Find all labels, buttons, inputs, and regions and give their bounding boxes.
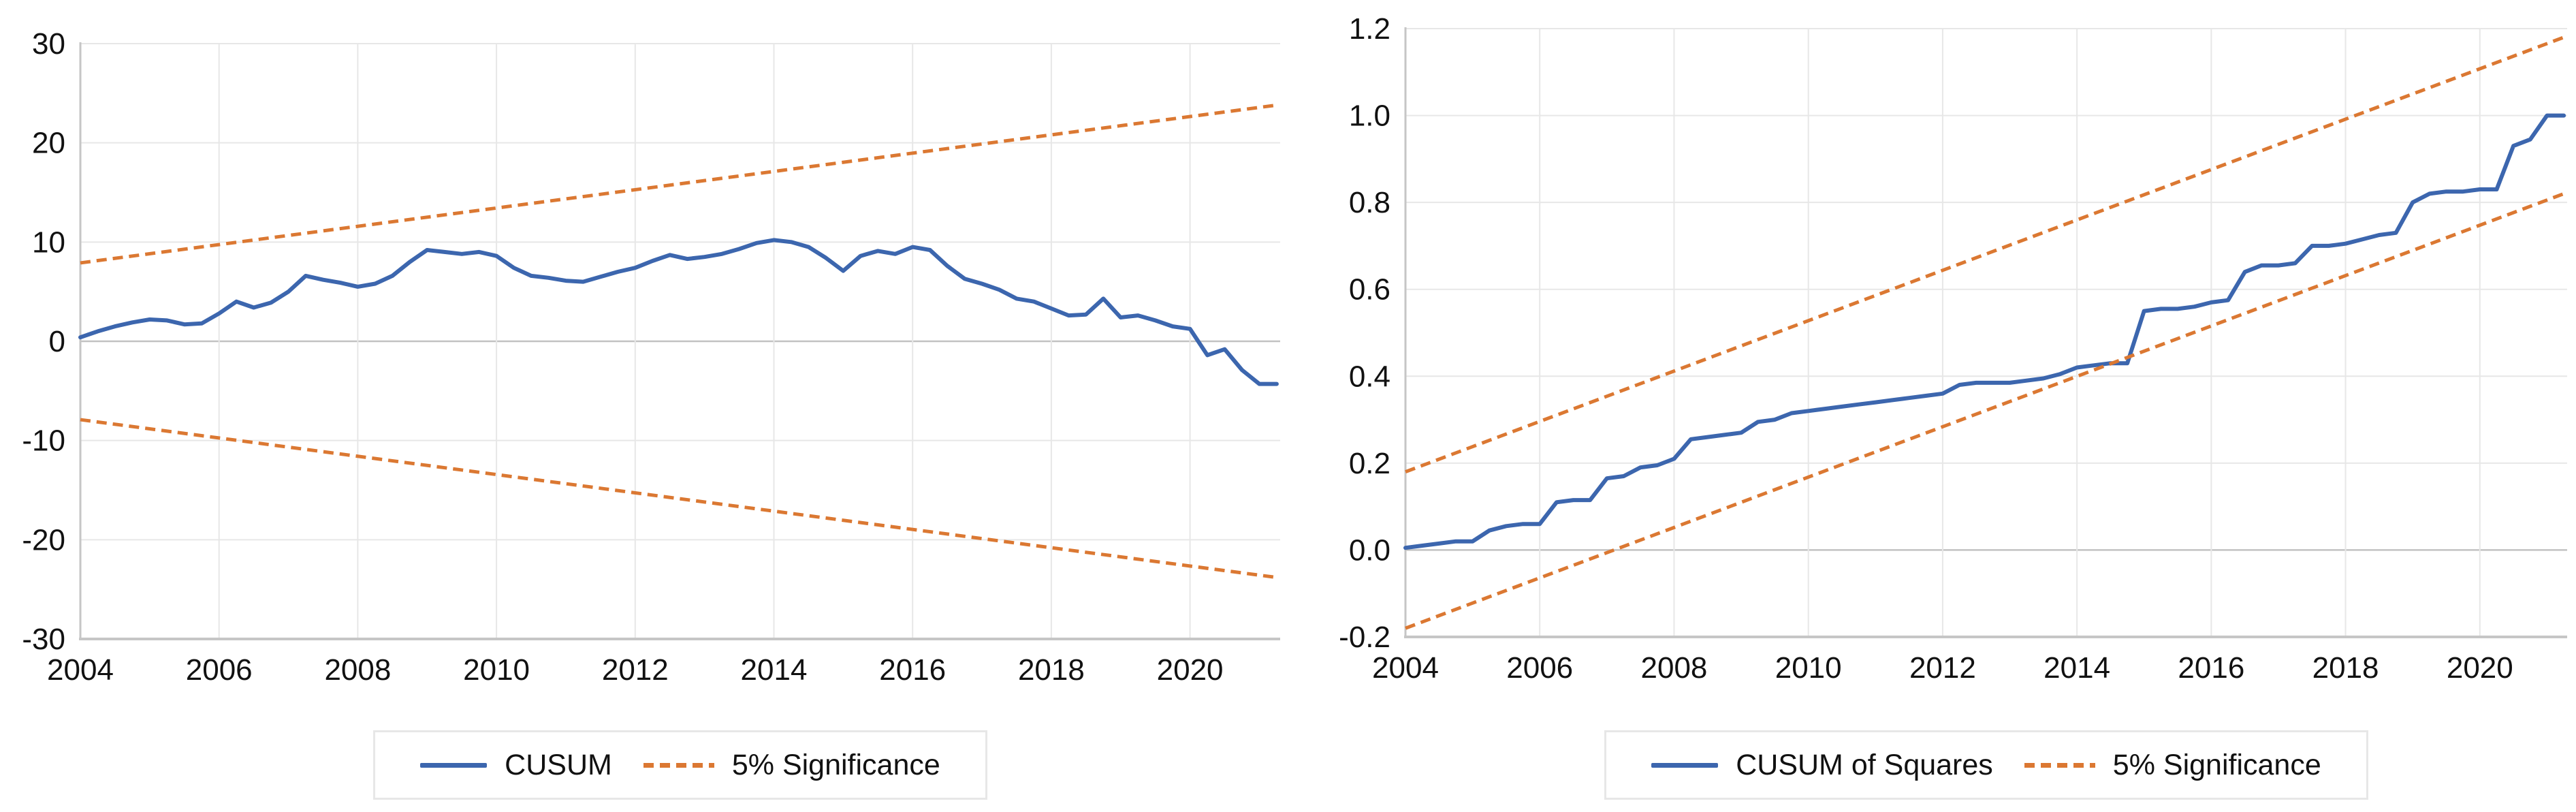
y-tick-label: 0.4 — [1349, 360, 1390, 393]
x-tick-label: 2012 — [1909, 651, 1976, 685]
legend-label: 5% Significance — [2112, 748, 2321, 781]
legend-row: CUSUM of Squares 5% Significance — [1405, 730, 2567, 800]
significance-band-lower — [80, 418, 1277, 580]
cusum-of-squares-chart: 1.2 1.0 0.8 0.6 0.4 0.2 0.0 -0.2 2004 2006 2008 201… — [1288, 0, 2576, 812]
x-tick-label: 2014 — [2044, 651, 2110, 685]
x-tick-label: 2016 — [879, 653, 946, 687]
y-tick-label: 30 — [32, 27, 65, 61]
significance-band-lower — [1405, 192, 2564, 630]
x-tick-label: 2014 — [741, 653, 808, 687]
x-tick-label: 2020 — [2447, 651, 2513, 685]
y-tick-label: -20 — [22, 523, 65, 557]
legend-label: CUSUM of Squares — [1736, 748, 1993, 781]
legend-label: CUSUM — [505, 748, 612, 781]
x-tick-label: 2004 — [1372, 651, 1439, 685]
legend-item: CUSUM of Squares — [1651, 749, 1993, 782]
x-tick-label: 2004 — [47, 653, 114, 687]
y-tick-label: 0.2 — [1349, 447, 1390, 480]
legend: CUSUM of Squares 5% Significance — [1604, 730, 2368, 800]
x-tick-label: 2010 — [463, 653, 530, 687]
y-tick-label: 0.6 — [1349, 273, 1390, 307]
y-tick-label: -0.2 — [1339, 621, 1390, 654]
significance-band-upper — [1405, 35, 2564, 473]
legend-row: CUSUM 5% Significance — [80, 730, 1280, 800]
y-tick-label: 0.8 — [1349, 186, 1390, 219]
legend: CUSUM 5% Significance — [373, 730, 987, 800]
x-tick-label: 2012 — [602, 653, 669, 687]
cusum-chart: 30 20 10 0 -10 -20 -30 2004 2006 2008 2010 2012 2014… — [22, 27, 1280, 800]
legend-label: 5% Significance — [731, 748, 940, 781]
y-tick-label: -30 — [22, 623, 65, 656]
x-tick-label: 2010 — [1775, 651, 1842, 685]
significance-band-upper — [80, 103, 1277, 265]
y-tick-label: 0 — [49, 325, 65, 358]
y-tick-label: -10 — [22, 424, 65, 458]
solid-line-swatch — [1651, 762, 1719, 768]
x-tick-label: 2008 — [1641, 651, 1708, 685]
x-tick-label: 2018 — [1018, 653, 1085, 687]
legend-item: 5% Significance — [2024, 749, 2321, 782]
dashed-line-swatch — [2024, 762, 2095, 768]
dashed-line-swatch — [643, 762, 714, 768]
y-tick-label: 10 — [32, 225, 65, 259]
y-tick-label: 1.2 — [1349, 12, 1390, 46]
x-tick-label: 2020 — [1157, 653, 1224, 687]
x-tick-label: 2006 — [186, 653, 253, 687]
x-tick-label: 2018 — [2312, 651, 2379, 685]
y-tick-label: 0.0 — [1349, 533, 1390, 567]
x-tick-label: 2016 — [2178, 651, 2244, 685]
y-tick-label: 1.0 — [1349, 99, 1390, 133]
x-tick-label: 2008 — [324, 653, 391, 687]
legend-item: 5% Significance — [643, 749, 940, 782]
cusum-line — [78, 238, 1279, 386]
y-tick-label: 20 — [32, 127, 65, 160]
x-tick-label: 2006 — [1506, 651, 1573, 685]
cusum-of-squares-line — [1403, 113, 2566, 550]
solid-line-swatch — [420, 762, 488, 768]
legend-item: CUSUM — [420, 749, 612, 782]
